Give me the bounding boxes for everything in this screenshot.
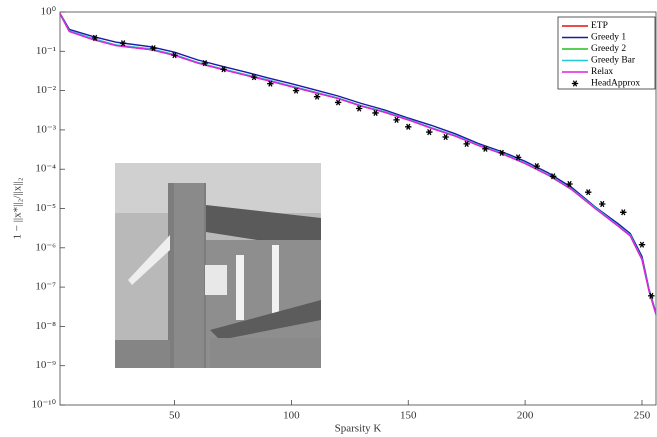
marker	[599, 201, 605, 207]
legend-label: Greedy Bar	[591, 56, 636, 66]
y-tick-label: 10⁻⁷	[35, 281, 56, 293]
marker	[620, 210, 626, 216]
y-tick-label: 10⁻³	[36, 123, 57, 135]
y-tick-label: 10⁻⁶	[35, 241, 56, 253]
y-tick-label: 10⁻⁵	[35, 202, 56, 214]
marker	[335, 100, 341, 106]
marker	[393, 117, 399, 123]
y-axis-label: 1 − ||x*||₂/||x||₂	[12, 177, 24, 239]
legend-label: Relax	[591, 67, 613, 77]
y-tick-label: 10⁻⁹	[35, 359, 56, 371]
marker	[314, 94, 320, 100]
y-tick-label: 10⁻¹⁰	[31, 399, 56, 411]
x-tick-label: 150	[400, 410, 417, 422]
marker	[585, 189, 591, 195]
x-tick-label: 50	[169, 410, 181, 422]
x-tick-label: 200	[517, 410, 534, 422]
y-tick-label: 10⁻⁴	[35, 163, 56, 175]
legend-label: ETP	[591, 21, 608, 31]
legend-label: HeadApprox	[591, 79, 640, 89]
marker	[639, 242, 645, 248]
marker	[442, 134, 448, 140]
y-tick-label: 10⁰	[41, 6, 57, 18]
y-tick-label: 10⁻¹	[36, 45, 56, 57]
inset-image	[115, 163, 321, 368]
marker	[426, 129, 432, 135]
y-tick-label: 10⁻⁸	[35, 320, 56, 332]
chart: 10⁰ 10⁻¹ 10⁻² 10⁻³ 10⁻⁴ 10⁻⁵ 10⁻⁶ 10⁻⁷ 10⁻⁸ 10⁻⁹ 1…	[0, 0, 657, 437]
legend-label: Greedy 1	[591, 33, 626, 43]
legend-label: Greedy 2	[591, 44, 626, 54]
y-tick-label: 10⁻²	[36, 84, 57, 96]
marker	[405, 124, 411, 130]
x-tick-label: 100	[283, 410, 300, 422]
x-tick-label: 250	[634, 410, 651, 422]
x-axis-label: Sparsity K	[335, 423, 382, 435]
